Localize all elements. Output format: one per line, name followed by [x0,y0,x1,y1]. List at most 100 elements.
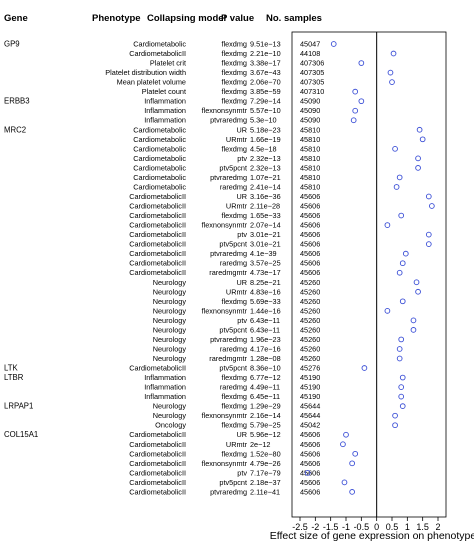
p-value-cell: 2.18e−37 [250,478,281,487]
model-cell: ptvraredmg [210,335,247,344]
data-point [352,88,359,95]
p-value-cell: 3.57e−25 [250,259,281,268]
phenotype-cell: CardiometabolicII [129,440,186,449]
model-cell: raredmgmtr [209,354,247,363]
phenotype-cell: Inflammation [144,97,186,106]
phenotype-cell: CardiometabolicII [129,478,186,487]
model-cell: ptv [237,316,247,325]
p-value-cell: 7.29e−14 [250,97,281,106]
model-cell: UR [236,192,247,201]
samples-cell: 45810 [300,182,320,191]
x-tick-label: -2 [311,522,319,532]
phenotype-cell: Neurology [153,402,187,411]
model-cell: ptvraredmg [210,173,247,182]
samples-cell: 45260 [300,344,320,353]
samples-cell: 45606 [300,430,320,439]
data-point [387,69,394,76]
x-tick-label: 0.5 [386,522,399,532]
model-cell: raredmgmtr [209,268,247,277]
phenotype-cell: Cardiometabolic [133,135,186,144]
samples-cell: 407305 [300,78,324,87]
samples-cell: 45260 [300,325,320,334]
data-point [361,365,368,371]
data-point [330,41,337,47]
model-cell: ptv5pcnt [219,325,247,334]
x-tick-label: -1 [342,522,350,532]
samples-cell: 45260 [300,287,320,296]
x-axis: -2.5 -2 -1.5 -1 -0.5 0 0.5 1 1.5 2 [292,517,441,532]
model-cell: flexdmg [221,402,247,411]
model-cell: ptv [237,468,247,477]
samples-cell: 45260 [300,306,320,315]
data-point [343,431,349,438]
model-cell: flexdmg [221,49,247,58]
p-value-cell: 2.11e−28 [250,202,280,211]
model-cell: raredmg [220,259,247,268]
p-value-cell: 3.01e−21 [250,240,281,249]
samples-cell: 407306 [300,59,324,68]
phenotype-cell: CardiometabolicII [129,459,186,468]
model-cell: flexdmg [221,78,247,87]
p-value-cell: 1.65e−33 [250,211,281,220]
data-point [396,346,403,352]
gene-label: MRC2 [4,125,26,134]
phenotype-cell: Neurology [153,287,187,296]
phenotype-cell: Neurology [153,278,187,287]
phenotype-column-header: Phenotype [92,13,141,24]
samples-cell: 45606 [300,192,320,201]
data-point [352,107,359,114]
x-tick-label: -1.5 [323,522,339,532]
samples-cell: 45606 [300,259,320,268]
model-cell: ptv5pcnt [219,478,247,487]
data-point [399,298,406,305]
phenotype-cell: Cardiometabolic [133,163,186,172]
samples-cell: 45810 [300,154,320,163]
data-point [419,136,426,143]
data-point [384,307,391,314]
p-value-cell: 4.79e−26 [250,459,281,468]
data-point [390,50,397,57]
data-point [399,260,406,267]
samples-cell: 45606 [300,249,320,258]
phenotype-cell: CardiometabolicII [129,430,186,439]
samples-cell: 45606 [300,230,320,239]
phenotype-cell: CardiometabolicII [129,364,186,373]
model-cell: ptv5pcnt [219,163,247,172]
model-cell: UR [236,125,247,134]
phenotype-cell: CardiometabolicII [129,468,186,477]
p-value-cell: 4.1e−39 [250,249,277,258]
model-cell: flexnonsynmtr [202,306,248,315]
samples-cell: 45810 [300,163,320,172]
phenotype-cell: Cardiometabolic [133,173,186,182]
p-value-cell: 5.57e−10 [250,106,281,115]
samples-cell: 45042 [300,421,320,430]
model-cell: ptvraredmg [210,116,247,125]
phenotype-cell: Platelet distribution width [105,68,186,77]
data-point [415,155,421,162]
samples-cell: 45260 [300,297,320,306]
data-points [304,41,435,495]
data-point [402,250,409,257]
p-value-cell: 2.32e−13 [250,163,281,172]
p-value-cell: 8.36e−10 [250,364,281,373]
data-point [416,126,423,133]
p-value-cell: 2.32e−13 [250,154,281,163]
samples-cell: 45810 [300,173,320,182]
phenotype-cell: Inflammation [144,116,186,125]
samples-cell: 45260 [300,335,320,344]
p-value-cell: 4.5e−18 [250,144,277,153]
phenotype-cell: Neurology [153,297,187,306]
data-point [399,374,406,381]
samples-cell: 45606 [300,268,320,277]
model-cell: flexdmg [221,392,247,401]
p-value-cell: 4.49e−11 [250,383,280,392]
model-cell: ptv [237,230,247,239]
phenotype-cell: Platelet crit [150,59,186,68]
data-point [349,460,355,467]
p-value-cell: 5.3e−10 [250,116,277,125]
gene-label: ERBB3 [4,97,30,106]
data-point [398,393,405,400]
data-point [396,355,403,362]
